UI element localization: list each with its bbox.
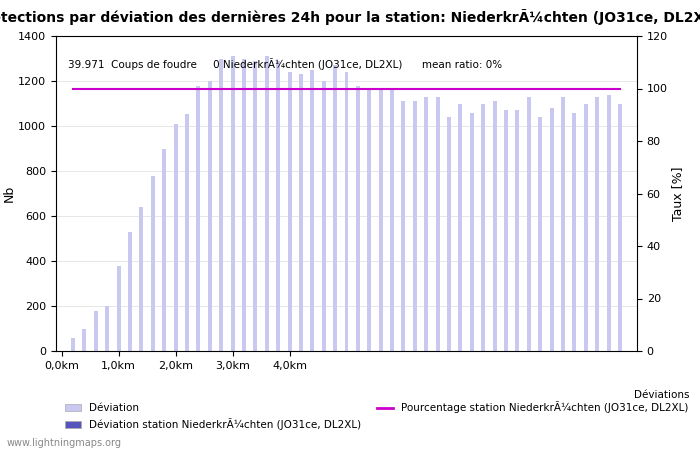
Bar (344, 72, 349, 351)
Legend: Déviation, Déviation station NiederkrÃ¼chten (JO31ce, DL2XL), Pourcentage statio: Déviation, Déviation station NiederkrÃ¼c… (61, 397, 692, 435)
Bar (618, 104, 622, 351)
Bar (606, 94, 610, 351)
Bar (117, 266, 120, 351)
Bar (402, 101, 405, 351)
Bar (458, 104, 463, 351)
Bar (128, 232, 132, 351)
Text: Détections par déviation des dernières 24h pour la station: NiederkrÃ¼chten (JO3: Détections par déviation des dernières 2… (0, 9, 700, 25)
Bar (573, 112, 576, 351)
Bar (322, 81, 326, 351)
Bar (71, 338, 75, 351)
Y-axis label: Nb: Nb (2, 185, 15, 202)
Bar (435, 97, 440, 351)
Bar (253, 61, 258, 351)
Bar (333, 65, 337, 351)
Bar (550, 108, 554, 351)
Bar (185, 113, 189, 351)
Bar (595, 97, 599, 351)
Bar (242, 58, 246, 351)
Bar (515, 110, 519, 351)
Bar (150, 176, 155, 351)
Bar (219, 58, 223, 351)
Bar (470, 112, 474, 351)
Bar (379, 90, 383, 351)
Bar (162, 148, 166, 351)
Bar (299, 74, 303, 351)
Bar (584, 104, 588, 351)
Bar (105, 306, 109, 351)
Bar (310, 70, 314, 351)
Bar (197, 86, 200, 351)
Text: Déviations: Déviations (634, 391, 690, 401)
Bar (208, 81, 212, 351)
Bar (265, 56, 269, 351)
Bar (527, 97, 531, 351)
Bar (230, 56, 235, 351)
Bar (276, 61, 280, 351)
Bar (413, 101, 416, 351)
Bar (504, 110, 508, 351)
Bar (493, 101, 496, 351)
Bar (356, 86, 360, 351)
Y-axis label: Taux [%]: Taux [%] (671, 166, 684, 221)
Bar (288, 72, 291, 351)
Bar (538, 117, 543, 351)
Bar (94, 310, 98, 351)
Bar (368, 90, 371, 351)
Bar (481, 104, 485, 351)
Bar (447, 117, 451, 351)
Text: www.lightningmaps.org: www.lightningmaps.org (7, 438, 122, 448)
Bar (139, 207, 144, 351)
Bar (390, 88, 394, 351)
Text: 39.971  Coups de foudre     0 NiederkrÃ¼chten (JO31ce, DL2XL)      mean ratio: 0: 39.971 Coups de foudre 0 NiederkrÃ¼chten… (68, 58, 502, 70)
Bar (561, 97, 565, 351)
Bar (424, 97, 428, 351)
Bar (83, 328, 87, 351)
Bar (174, 124, 178, 351)
